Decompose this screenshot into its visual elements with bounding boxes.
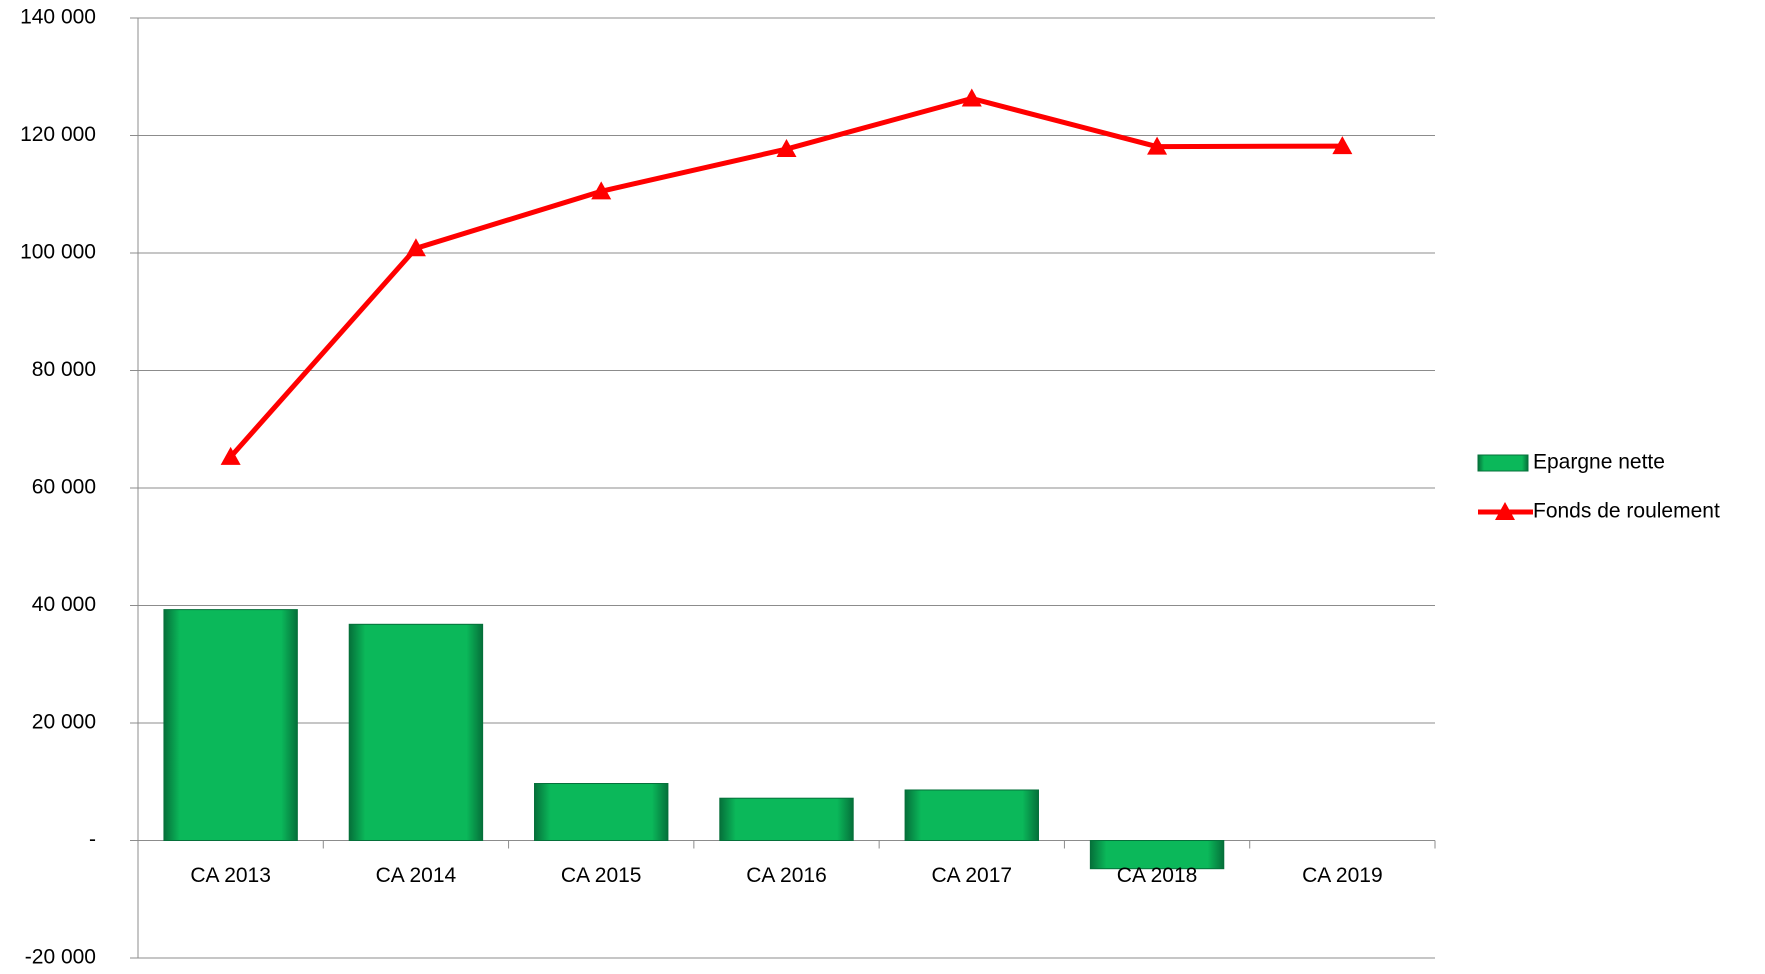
marker	[1147, 136, 1168, 155]
marker	[591, 181, 612, 200]
bar	[904, 789, 1039, 841]
y-tick-label: 80 000	[32, 358, 96, 381]
legend-label: Fonds de roulement	[1533, 500, 1720, 523]
y-tick-label: -20 000	[25, 946, 96, 969]
marker	[220, 446, 241, 465]
marker	[405, 238, 426, 257]
x-tick-label: CA 2019	[1302, 864, 1383, 887]
bar	[534, 783, 669, 842]
bar	[163, 609, 298, 841]
y-tick-label: 100 000	[20, 241, 96, 264]
marker	[1332, 136, 1353, 155]
x-tick-label: CA 2017	[931, 864, 1012, 887]
x-tick-label: CA 2015	[561, 864, 642, 887]
y-tick-label: 40 000	[32, 593, 96, 616]
marker	[776, 139, 797, 158]
bar	[719, 797, 854, 842]
y-tick-label: -	[89, 828, 96, 851]
y-tick-label: 20 000	[32, 711, 96, 734]
y-tick-label: 120 000	[20, 123, 96, 146]
x-tick-label: CA 2013	[190, 864, 271, 887]
legend-swatch	[1477, 454, 1529, 472]
legend-label: Epargne nette	[1533, 451, 1665, 474]
x-tick-label: CA 2018	[1117, 864, 1198, 887]
y-tick-label: 60 000	[32, 476, 96, 499]
legend-marker	[1495, 502, 1515, 520]
y-tick-label: 140 000	[20, 6, 96, 29]
x-tick-label: CA 2016	[746, 864, 827, 887]
bar	[348, 623, 484, 841]
bar	[1089, 840, 1225, 870]
marker	[961, 88, 982, 107]
x-tick-label: CA 2014	[376, 864, 457, 887]
